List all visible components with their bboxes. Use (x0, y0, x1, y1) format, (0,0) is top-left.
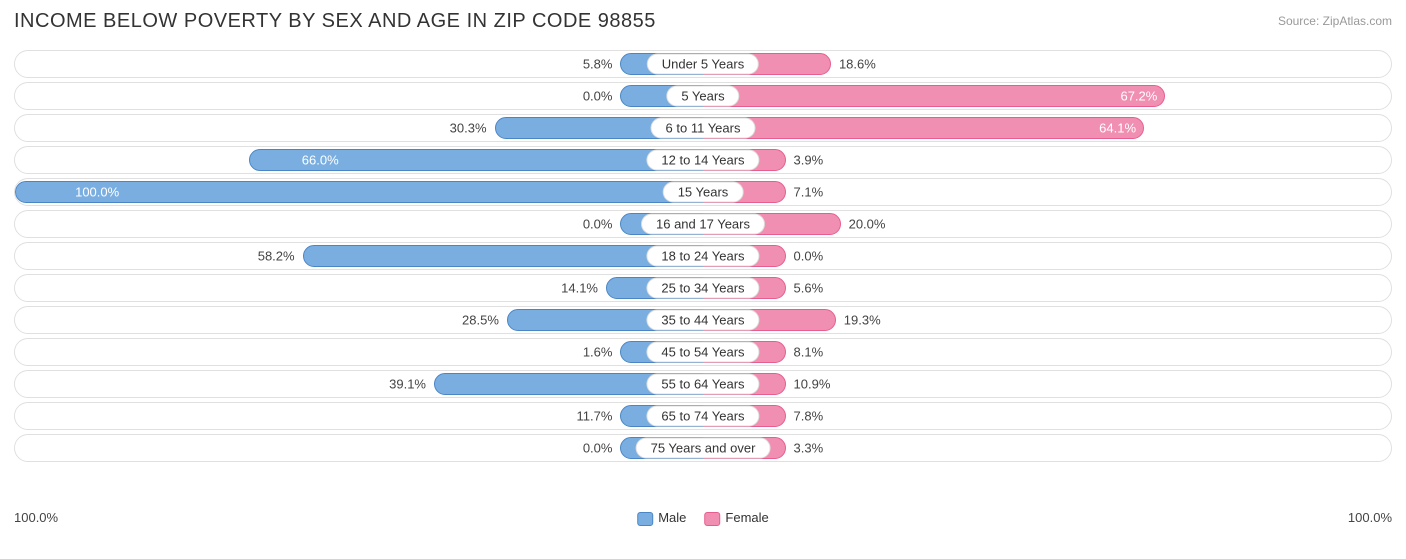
female-swatch-icon (704, 512, 720, 526)
female-value: 18.6% (831, 57, 876, 72)
legend: Male Female (637, 510, 769, 526)
chart-row: 14.1% 5.6% 25 to 34 Years (14, 274, 1392, 302)
male-value: 5.8% (583, 57, 621, 72)
male-value: 14.1% (561, 281, 606, 296)
category-label: 25 to 34 Years (646, 278, 759, 299)
chart-row: 1.6% 8.1% 45 to 54 Years (14, 338, 1392, 366)
axis-left-label: 100.0% (14, 510, 58, 525)
chart-row: 0.0% 3.3% 75 Years and over (14, 434, 1392, 462)
category-label: 35 to 44 Years (646, 310, 759, 331)
male-value: 58.2% (258, 249, 303, 264)
female-value: 5.6% (786, 281, 824, 296)
chart-row: 28.5% 19.3% 35 to 44 Years (14, 306, 1392, 334)
category-label: Under 5 Years (647, 54, 759, 75)
male-value: 0.0% (583, 441, 621, 456)
legend-item-male: Male (637, 510, 686, 526)
category-label: 75 Years and over (636, 438, 771, 459)
female-value: 67.2% (1120, 89, 1165, 104)
female-value: 64.1% (1099, 121, 1144, 136)
category-label: 55 to 64 Years (646, 374, 759, 395)
chart-row: 39.1% 10.9% 55 to 64 Years (14, 370, 1392, 398)
category-label: 18 to 24 Years (646, 246, 759, 267)
male-value: 30.3% (450, 121, 495, 136)
category-label: 65 to 74 Years (646, 406, 759, 427)
chart-row: 11.7% 7.8% 65 to 74 Years (14, 402, 1392, 430)
female-value: 19.3% (836, 313, 881, 328)
legend-female-label: Female (725, 510, 768, 525)
male-value: 28.5% (462, 313, 507, 328)
male-value: 1.6% (583, 345, 621, 360)
category-label: 5 Years (666, 86, 739, 107)
category-label: 16 and 17 Years (641, 214, 765, 235)
chart-row: 0.0% 67.2% 5 Years (14, 82, 1392, 110)
female-value: 0.0% (786, 249, 824, 264)
female-value: 3.9% (786, 153, 824, 168)
chart-title: INCOME BELOW POVERTY BY SEX AND AGE IN Z… (14, 10, 656, 33)
category-label: 45 to 54 Years (646, 342, 759, 363)
female-value: 20.0% (841, 217, 886, 232)
chart-row: 5.8% 18.6% Under 5 Years (14, 50, 1392, 78)
diverging-bar-chart: 5.8% 18.6% Under 5 Years 0.0% 67.2% 5 Years 30… (0, 50, 1406, 466)
chart-row: 0.0% 20.0% 16 and 17 Years (14, 210, 1392, 238)
category-label: 15 Years (663, 182, 744, 203)
female-value: 7.1% (786, 185, 824, 200)
male-value: 0.0% (583, 217, 621, 232)
female-value: 10.9% (786, 377, 831, 392)
female-bar (703, 117, 1144, 139)
male-swatch-icon (637, 512, 653, 526)
male-value: 0.0% (583, 89, 621, 104)
male-value: 11.7% (577, 409, 621, 424)
category-label: 12 to 14 Years (646, 150, 759, 171)
male-value: 39.1% (389, 377, 434, 392)
male-value: 100.0% (67, 185, 119, 200)
category-label: 6 to 11 Years (651, 118, 756, 139)
chart-row: 66.0% 3.9% 12 to 14 Years (14, 146, 1392, 174)
legend-male-label: Male (658, 510, 686, 525)
female-value: 7.8% (786, 409, 824, 424)
chart-row: 30.3% 64.1% 6 to 11 Years (14, 114, 1392, 142)
chart-row: 58.2% 0.0% 18 to 24 Years (14, 242, 1392, 270)
female-bar (703, 85, 1165, 107)
legend-item-female: Female (704, 510, 768, 526)
female-value: 8.1% (786, 345, 824, 360)
chart-row: 100.0% 7.1% 15 Years (14, 178, 1392, 206)
source-attribution: Source: ZipAtlas.com (1278, 14, 1392, 28)
axis-right-label: 100.0% (1348, 510, 1392, 525)
male-value: 66.0% (294, 153, 339, 168)
female-value: 3.3% (786, 441, 824, 456)
male-bar (303, 245, 703, 267)
